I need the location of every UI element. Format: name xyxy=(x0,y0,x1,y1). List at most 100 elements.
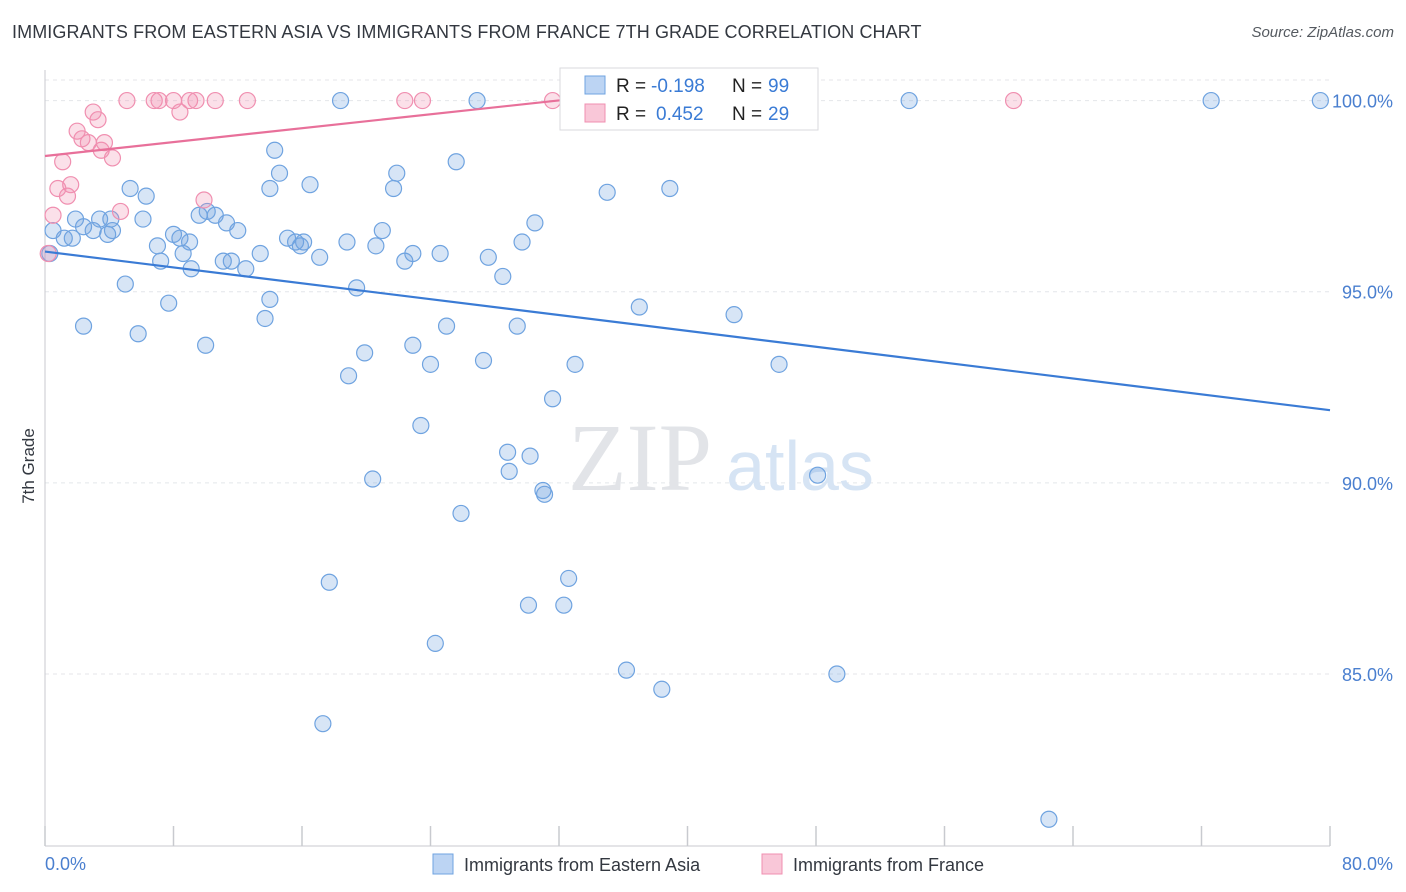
france-point xyxy=(180,91,199,110)
france-point xyxy=(206,91,224,110)
eastern-asia-point xyxy=(661,179,679,198)
eastern-asia-point xyxy=(431,244,449,263)
y-tick-label: 95.0% xyxy=(1342,283,1393,303)
eastern-asia-point xyxy=(222,252,240,270)
eastern-asia-point xyxy=(447,153,465,171)
axes xyxy=(44,70,1331,847)
eastern-asia-point xyxy=(653,680,671,698)
stats-r-label: R = xyxy=(616,76,646,97)
eastern-asia-point xyxy=(261,290,279,308)
eastern-asia-point xyxy=(261,179,279,198)
france-point xyxy=(54,153,72,171)
eastern-asia-point xyxy=(421,355,440,373)
eastern-asia-point xyxy=(278,229,297,247)
eastern-asia-point xyxy=(426,634,444,652)
eastern-asia-point xyxy=(630,298,648,316)
eastern-asia-point xyxy=(500,462,518,480)
france-point xyxy=(396,91,414,110)
y-tick-label: 90.0% xyxy=(1342,474,1393,494)
y-axis-label: 7th Grade xyxy=(19,428,38,504)
y-tick-label: 85.0% xyxy=(1342,665,1393,685)
eastern-asia-point xyxy=(270,164,289,182)
eastern-asia-point xyxy=(1040,810,1058,828)
eastern-asia-point xyxy=(412,416,430,435)
france-point xyxy=(171,103,189,121)
eastern-asia-point xyxy=(437,317,456,335)
eastern-asia-point xyxy=(311,248,329,266)
eastern-asia-point xyxy=(314,715,332,733)
eastern-asia-point xyxy=(160,294,178,312)
stats-box: R = -0.198 N = 99 R = 0.452 N = 29 xyxy=(559,67,819,131)
eastern-asia-point xyxy=(452,504,470,523)
eastern-asia-point xyxy=(229,221,247,240)
eastern-asia-point xyxy=(828,665,846,683)
eastern-asia-point xyxy=(479,248,497,266)
eastern-asia-point xyxy=(566,355,584,373)
eastern-asia-point xyxy=(900,91,918,110)
eastern-asia-point xyxy=(339,367,358,385)
y-tick-labels: 85.0% 90.0% 95.0% 100.0% xyxy=(1332,92,1393,685)
france-point xyxy=(1004,91,1023,110)
legend-label-eastern-asia: Immigrants from Eastern Asia xyxy=(464,855,701,875)
eastern-asia-point xyxy=(74,218,93,236)
france-point xyxy=(187,91,205,110)
france-point xyxy=(238,91,256,110)
trend-lines xyxy=(44,97,1331,412)
stats-n-value: 99 xyxy=(768,76,789,97)
eastern-asia-point xyxy=(384,179,403,198)
eastern-asia-point xyxy=(373,221,391,240)
legend-swatch-france xyxy=(761,853,783,875)
eastern-asia-point xyxy=(494,267,512,286)
stats-swatch-pink xyxy=(584,103,606,123)
watermark: ZIP atlas xyxy=(568,404,874,511)
x-tick-label: 0.0% xyxy=(45,854,86,874)
eastern-asia-point xyxy=(180,233,199,251)
france-point xyxy=(145,91,163,110)
eastern-asia-point xyxy=(320,573,338,591)
x-tick-labels: 0.0% 80.0% xyxy=(45,854,1393,874)
eastern-asia-point xyxy=(291,237,309,255)
eastern-asia-point xyxy=(560,569,578,588)
eastern-asia-point xyxy=(338,233,356,251)
eastern-asia-point xyxy=(513,233,531,251)
stats-n-label: N = xyxy=(732,104,762,125)
eastern-asia-point xyxy=(770,355,788,373)
stats-n-label: N = xyxy=(732,76,762,97)
eastern-asia-point xyxy=(725,306,743,324)
eastern-asia-point xyxy=(99,225,117,243)
france-point xyxy=(103,149,122,167)
eastern-asia-point xyxy=(474,351,493,370)
eastern-asia-point xyxy=(367,237,385,255)
eastern-asia-point xyxy=(74,317,93,335)
eastern-asia-point xyxy=(364,470,382,488)
france-trend-line xyxy=(44,97,576,158)
eastern-asia-point xyxy=(404,244,422,263)
eastern-asia-point xyxy=(301,176,319,194)
eastern-asia-point xyxy=(617,661,636,679)
eastern-asia-point xyxy=(598,183,616,201)
x-tick-label: 80.0% xyxy=(1342,854,1393,874)
stats-r-label: R = xyxy=(616,104,646,125)
stats-swatch-blue xyxy=(584,75,606,95)
legend: Immigrants from Eastern Asia Immigrants … xyxy=(432,853,984,875)
eastern-asia-point xyxy=(543,390,562,408)
france-point xyxy=(195,191,213,209)
eastern-asia-point xyxy=(468,91,486,110)
legend-label-france: Immigrants from France xyxy=(793,855,984,875)
france-point xyxy=(150,91,168,110)
watermark-atlas: atlas xyxy=(726,427,874,505)
eastern-asia-point xyxy=(137,187,155,205)
france-point xyxy=(44,206,62,224)
eastern-asia-point xyxy=(519,596,538,614)
eastern-asia-point xyxy=(534,481,552,500)
eastern-asia-point xyxy=(121,179,139,198)
eastern-asia-point xyxy=(499,443,517,461)
eastern-asia-point xyxy=(91,210,109,228)
eastern-asia-point xyxy=(237,260,255,278)
france-point xyxy=(111,202,130,221)
eastern-asia-point xyxy=(63,229,81,247)
stats-r-value: -0.198 xyxy=(651,76,705,97)
eastern-asia-point xyxy=(521,447,539,465)
eastern-asia-point xyxy=(1202,91,1220,110)
eastern-asia-point xyxy=(148,237,167,255)
